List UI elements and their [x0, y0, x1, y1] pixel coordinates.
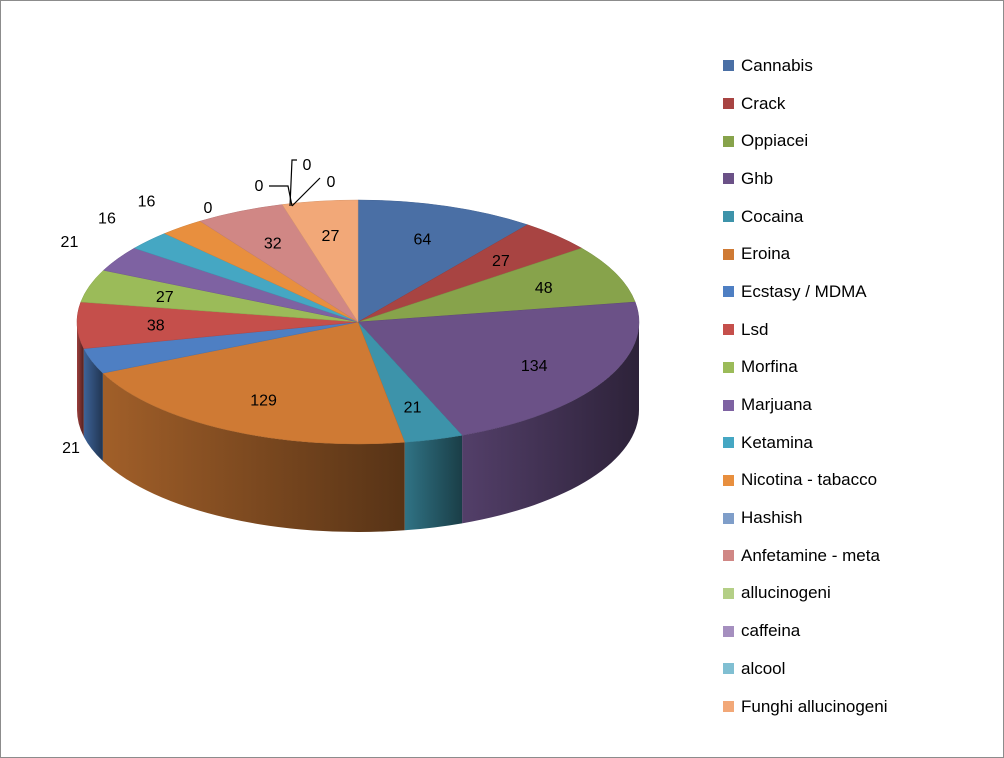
legend-swatch	[723, 60, 734, 72]
legend-label: Ecstasy / MDMA	[741, 281, 867, 301]
legend-item-ecstasy-mdma: Ecstasy / MDMA	[723, 273, 888, 311]
legend-label: Morfina	[741, 357, 798, 377]
pie-side-eroina	[102, 373, 405, 532]
data-label-ecstasy-mdma: 21	[62, 440, 80, 457]
pie-slice-oppiacei	[357, 247, 636, 323]
legend-item-alcool: alcool	[723, 650, 888, 688]
legend-item-caffeina: caffeina	[723, 612, 888, 650]
leader-lines	[269, 159, 321, 207]
legend-label: allucinogeni	[741, 583, 831, 603]
leader-line	[291, 177, 321, 207]
legend-item-lsd: Lsd	[723, 311, 888, 349]
legend-label: Hashish	[741, 508, 803, 528]
data-label-morfina: 27	[156, 289, 174, 306]
legend-swatch	[723, 550, 734, 562]
legend-swatch	[723, 587, 734, 599]
legend-label: Oppiacei	[741, 131, 809, 151]
leader-line	[289, 159, 297, 207]
legend-item-anfetamine-meta: Anfetamine - meta	[723, 537, 888, 575]
data-label-anfetamine-meta: 32	[264, 235, 282, 252]
data-label-cocaina: 21	[404, 400, 422, 417]
legend-item-eroina: Eroina	[723, 235, 888, 273]
pie-side-ghb	[462, 322, 639, 524]
legend-item-oppiacei: Oppiacei	[723, 122, 888, 160]
leader-line	[269, 185, 293, 207]
pie-slice-funghi-allucinogeni	[281, 199, 359, 323]
data-label-hashish: 0	[204, 200, 213, 217]
legend-label: Lsd	[741, 319, 769, 339]
legend-item-hashish: Hashish	[723, 499, 888, 537]
legend-swatch	[723, 437, 734, 449]
pie-slice-cannabis	[357, 199, 529, 323]
legend-item-ketamina: Ketamina	[723, 424, 888, 462]
data-label-allucinogeni: 0	[255, 178, 264, 195]
legend-label: Cannabis	[741, 55, 813, 75]
legend: Cannabis Crack Oppiacei Ghb Cocaina Eroina Ecs…	[723, 47, 888, 725]
legend-swatch	[723, 173, 734, 185]
pie-side-ecstasy-mdma	[83, 348, 103, 462]
legend-swatch	[723, 286, 734, 298]
data-label-ghb: 134	[521, 358, 548, 375]
legend-item-morfina: Morfina	[723, 349, 888, 387]
legend-swatch	[723, 324, 734, 336]
data-label-nicotina-tabacco: 16	[138, 193, 156, 210]
legend-item-cocaina: Cocaina	[723, 198, 888, 236]
pie-side-lsd	[77, 322, 84, 437]
legend-label: Ghb	[741, 168, 774, 188]
legend-swatch	[723, 211, 734, 223]
data-label-caffeina: 0	[303, 157, 312, 174]
legend-swatch	[723, 98, 734, 110]
legend-label: Funghi allucinogeni	[741, 696, 888, 716]
pie-top	[76, 199, 640, 445]
legend-label: Ketamina	[741, 432, 813, 452]
pie-slice-ghb	[357, 301, 640, 436]
legend-item-ghb: Ghb	[723, 160, 888, 198]
legend-item-marjuana: Marjuana	[723, 386, 888, 424]
legend-item-funghi-allucinogeni: Funghi allucinogeni	[723, 688, 888, 726]
legend-label: caffeina	[741, 621, 801, 641]
pie-side-walls	[77, 322, 639, 532]
data-label-cannabis: 64	[413, 232, 431, 249]
legend-swatch	[723, 361, 734, 373]
data-label-funghi-allucinogeni: 27	[322, 228, 340, 245]
data-label-ketamina: 16	[98, 211, 116, 228]
pie-side-cocaina	[404, 435, 463, 531]
legend-item-allucinogeni: allucinogeni	[723, 575, 888, 613]
legend-swatch	[723, 399, 734, 411]
legend-label: Nicotina - tabacco	[741, 470, 878, 490]
data-label-eroina: 129	[250, 393, 277, 410]
legend-label: alcool	[741, 658, 786, 678]
legend-label: Eroina	[741, 244, 791, 264]
legend-label: Cocaina	[741, 206, 804, 226]
pie-slice-eroina	[102, 321, 406, 445]
legend-swatch	[723, 625, 734, 637]
data-label-oppiacei: 48	[535, 280, 553, 297]
legend-swatch	[723, 474, 734, 486]
legend-label: Marjuana	[741, 395, 812, 415]
data-label-crack: 27	[492, 253, 510, 270]
legend-item-crack: Crack	[723, 85, 888, 123]
legend-swatch	[723, 701, 734, 713]
legend-item-nicotina-tabacco: Nicotina - tabacco	[723, 462, 888, 500]
legend-label: Crack	[741, 93, 786, 113]
legend-swatch	[723, 135, 734, 147]
legend-label: Anfetamine - meta	[741, 545, 880, 565]
legend-swatch	[723, 663, 734, 675]
legend-swatch	[723, 512, 734, 524]
data-label-alcool: 0	[327, 174, 336, 191]
data-label-lsd: 38	[147, 317, 165, 334]
data-label-marjuana: 21	[61, 234, 79, 251]
legend-item-cannabis: Cannabis	[723, 47, 888, 85]
legend-swatch	[723, 248, 734, 260]
